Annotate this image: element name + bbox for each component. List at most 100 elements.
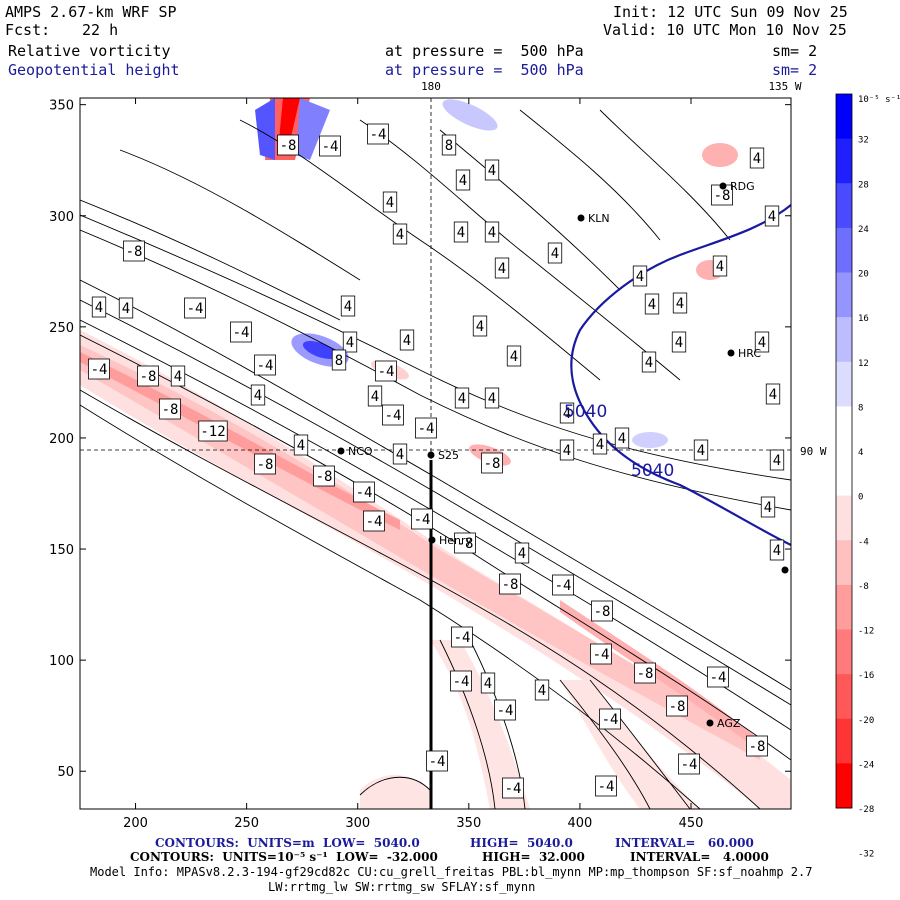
colorbar-tick-label: 32 xyxy=(858,136,869,146)
colorbar-tick-label: -16 xyxy=(858,671,874,681)
vort-label-pos8: 8 xyxy=(445,138,453,154)
vort-label-pos-box xyxy=(712,255,728,277)
vort-label-pos: 4 xyxy=(396,447,404,463)
colorbar-tick-label: 24 xyxy=(858,225,869,235)
vort-label-pos-box xyxy=(472,315,488,337)
vort-label-pos: 4 xyxy=(297,438,305,454)
station-label: S25 xyxy=(438,449,459,462)
colorbar-unit: 10⁻⁵ s⁻¹ xyxy=(858,95,900,105)
vort-label-pos-box xyxy=(765,383,781,405)
vort-label-neg8: -8 xyxy=(126,244,143,260)
contours-height-info: CONTOURS: UNITS=m LOW= 5040.0 xyxy=(155,836,420,850)
y-tick-label: 300 xyxy=(49,210,74,225)
vort-label-neg: -4 xyxy=(497,703,514,719)
vort-label-neg8: -8 xyxy=(669,699,686,715)
colorbar-swatch xyxy=(836,138,852,184)
vort-label-pos: 4 xyxy=(768,209,776,225)
vort-label-neg-box xyxy=(375,360,397,382)
vort-label-pos-box xyxy=(484,159,500,181)
vort-label-neg: -4 xyxy=(429,754,446,770)
station-label: KLN xyxy=(588,212,610,225)
vort-label-pos: 4 xyxy=(769,387,777,403)
colorbar-tick-label: -28 xyxy=(858,805,874,815)
colorbar-swatch xyxy=(836,584,852,630)
y-tick-label: 50 xyxy=(57,765,74,780)
vort-label-pos: 4 xyxy=(716,259,724,275)
station-marker xyxy=(428,536,436,544)
vort-label-pos-box xyxy=(484,221,500,243)
neg-vort-tongue3 xyxy=(360,775,430,809)
station-marker xyxy=(337,447,345,455)
model-title: AMPS 2.67-km WRF SP xyxy=(5,3,177,21)
vort-label-pos-box xyxy=(454,387,470,409)
vort-label-pos: 4 xyxy=(510,349,518,365)
colorbar-swatch xyxy=(836,674,852,720)
colorbar-swatch xyxy=(836,451,852,497)
x-tick-label: 450 xyxy=(679,816,704,831)
contours-vort-info: CONTOURS: UNITS=10⁻⁵ s⁻¹ LOW= -32.000 xyxy=(130,850,438,864)
field1-level: at pressure = 500 hPa xyxy=(385,42,584,60)
vort-label-neg-box xyxy=(590,643,612,665)
station-marker xyxy=(719,182,727,190)
vort-label-neg-box xyxy=(678,753,700,775)
vort-label-neg8-box xyxy=(591,600,613,622)
colorbar-swatch xyxy=(836,183,852,229)
plot-frame xyxy=(79,97,792,810)
colorbar-tick-label: -20 xyxy=(858,716,874,726)
vort-label-pos-box xyxy=(118,297,134,319)
vort-label-pos-box xyxy=(671,331,687,353)
vort-label-neg: -4 xyxy=(370,127,387,143)
vort-label-pos: 4 xyxy=(753,151,761,167)
vort-label-pos-box xyxy=(399,329,415,351)
y-tick-label: 100 xyxy=(49,654,74,669)
vort-label-neg8: -8 xyxy=(637,666,654,682)
vort-label-neg8: -8 xyxy=(316,469,333,485)
vort-label-pos-box xyxy=(749,147,765,169)
x-tick-label: 200 xyxy=(123,816,148,831)
model-info: Model Info: MPASv8.2.3-194-gf29cd82c CU:… xyxy=(90,865,813,879)
vort-label-neg: -4 xyxy=(454,630,471,646)
vort-label-neg8: -8 xyxy=(457,536,474,552)
colorbar-swatch xyxy=(836,540,852,586)
y-tick-label: 200 xyxy=(49,432,74,447)
vort-label-pos: 4 xyxy=(458,391,466,407)
x-tick-label: 350 xyxy=(456,816,481,831)
colorbar-swatch xyxy=(836,272,852,318)
neg-vort-core2 xyxy=(560,600,760,752)
vort-label-pos-box xyxy=(534,679,550,701)
field1-name: Relative vorticity xyxy=(8,42,171,60)
colorbar-swatch xyxy=(836,629,852,675)
vort-label-neg-box xyxy=(451,626,473,648)
vort-label-pos-box xyxy=(644,293,660,315)
vort-label-neg: -4 xyxy=(356,485,373,501)
height-label: 5040 xyxy=(631,461,674,481)
vort-label-pos: 4 xyxy=(563,443,571,459)
vort-contours xyxy=(80,109,791,809)
vort-label-pos-box xyxy=(559,439,575,461)
vort-label-neg8-box xyxy=(454,532,476,554)
vort-label-neg-box xyxy=(382,404,404,426)
vort-label-pos: 4 xyxy=(484,676,492,692)
y-tick-label: 250 xyxy=(49,321,74,336)
contours-vort-interval: INTERVAL= 4.0000 xyxy=(630,850,769,864)
x-tick-label: 400 xyxy=(568,816,593,831)
vort-label-pos: 4 xyxy=(518,546,526,562)
vort-label-pos: 4 xyxy=(403,333,411,349)
vort-label-neg8-box xyxy=(746,735,768,757)
vort-label-pos-box xyxy=(455,169,471,191)
vort-label-neg: -4 xyxy=(593,647,610,663)
forecast-label: Fcst: xyxy=(5,21,51,39)
vort-label-neg: -4 xyxy=(710,670,727,686)
vort-label-neg-box xyxy=(230,321,252,343)
field1-smoothing: sm= 2 xyxy=(772,42,818,60)
colorbar-tick-label: -12 xyxy=(858,627,874,637)
vort-label-pos-box xyxy=(494,257,510,279)
vort-label-neg: -4 xyxy=(366,514,383,530)
vort-label-pos: 4 xyxy=(758,335,766,351)
contours-vort-high: HIGH= 32.000 xyxy=(482,850,585,864)
station-label: Henry xyxy=(439,534,473,547)
vort-label-pos8: 8 xyxy=(335,353,343,369)
station-marker xyxy=(577,214,585,222)
vort-label-pos-box xyxy=(769,539,785,561)
